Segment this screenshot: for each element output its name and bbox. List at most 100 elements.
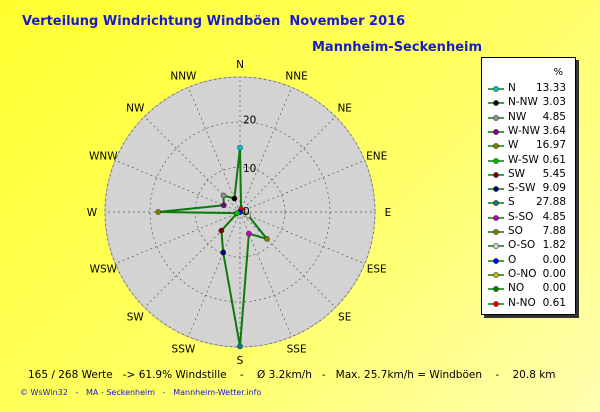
direction-label: WNW bbox=[89, 150, 118, 162]
legend-swatch bbox=[488, 286, 504, 293]
data-point bbox=[237, 144, 243, 151]
wind-series bbox=[155, 144, 270, 350]
legend-value: 0.00 bbox=[542, 253, 566, 266]
legend-label: S bbox=[508, 196, 515, 209]
direction-label: NNE bbox=[285, 70, 307, 82]
legend-item: O 0.00 bbox=[482, 254, 575, 268]
legend-value: 4.85 bbox=[542, 210, 566, 223]
legend-item: S 27.88 bbox=[482, 196, 575, 210]
legend-item: SO 7.88 bbox=[482, 225, 575, 239]
ring-label: 20 bbox=[243, 115, 256, 127]
legend-swatch bbox=[488, 186, 504, 192]
ring-label-zero: 0 bbox=[243, 206, 250, 218]
legend-item: W-NW 3.64 bbox=[482, 125, 575, 139]
legend-label: O-SO bbox=[508, 239, 536, 252]
direction-label: ENE bbox=[366, 150, 387, 162]
data-point bbox=[234, 210, 241, 216]
legend-swatch bbox=[488, 243, 504, 250]
legend-value: 0.61 bbox=[542, 296, 566, 309]
direction-label: SSE bbox=[287, 344, 307, 356]
legend-value: 1.82 bbox=[542, 239, 566, 252]
legend-label: SW bbox=[508, 167, 526, 180]
legend-label: N-NW bbox=[508, 96, 538, 109]
legend-unit: % bbox=[553, 67, 563, 78]
legend-value: 4.85 bbox=[542, 110, 566, 123]
legend: % N 13.33 N-NW 3.03 NW 4.85 W-NW 3.64 W 16.97 W-SW… bbox=[481, 57, 576, 315]
legend-swatch bbox=[488, 171, 504, 178]
data-point bbox=[245, 212, 251, 219]
legend-label: O-NO bbox=[508, 267, 537, 280]
direction-label: ESE bbox=[367, 264, 387, 276]
direction-labels: N NNE NE ENE E ESE SE SSE S SSW SW WSW W WNW NW NNW bbox=[87, 59, 392, 367]
legend-swatch bbox=[488, 229, 504, 235]
legend-item: NO 0.00 bbox=[482, 282, 575, 296]
legend-label: W bbox=[508, 139, 519, 152]
data-point bbox=[220, 249, 227, 256]
direction-label: E bbox=[385, 207, 392, 219]
data-point bbox=[220, 192, 227, 199]
legend-item: N 13.33 bbox=[482, 82, 575, 96]
ring-label: 10 bbox=[243, 163, 256, 175]
data-point bbox=[220, 202, 227, 209]
data-point bbox=[246, 230, 252, 237]
legend-label: S-SW bbox=[508, 182, 536, 195]
legend-value: 0.00 bbox=[542, 267, 566, 280]
footer-credit: © WsWin32 - MA - Seckenheim - Mannheim-W… bbox=[20, 388, 262, 397]
legend-label: O bbox=[508, 253, 517, 266]
direction-label: S bbox=[237, 355, 244, 367]
legend-swatch bbox=[488, 143, 504, 150]
legend-label: SO bbox=[508, 225, 523, 237]
legend-swatch bbox=[488, 271, 504, 278]
legend-value: 16.97 bbox=[535, 139, 566, 152]
legend-item: S-SO 4.85 bbox=[482, 211, 575, 225]
legend-value: 0.00 bbox=[542, 282, 566, 295]
legend-item: N-NW 3.03 bbox=[482, 96, 575, 110]
chart-title: Verteilung Windrichtung Windböen Novembe… bbox=[22, 14, 406, 29]
legend-item: O-SO 1.82 bbox=[482, 239, 575, 253]
legend-value: 13.33 bbox=[535, 82, 566, 94]
legend-swatch bbox=[488, 128, 504, 135]
direction-label: NW bbox=[126, 102, 145, 114]
legend-swatch bbox=[488, 257, 504, 264]
legend-value: 27.88 bbox=[535, 196, 566, 209]
legend-swatch bbox=[488, 114, 504, 121]
legend-item: W-SW 0.61 bbox=[482, 154, 575, 168]
legend-label: N bbox=[508, 82, 516, 94]
direction-label: N bbox=[236, 59, 244, 71]
legend-swatch bbox=[488, 100, 504, 107]
legend-label: S-SO bbox=[508, 210, 534, 223]
legend-swatch bbox=[488, 214, 504, 221]
legend-label: W-NW bbox=[508, 124, 540, 137]
data-point bbox=[155, 209, 162, 215]
station-name: Mannheim-Seckenheim bbox=[312, 40, 483, 55]
legend-item: N-NO 0.61 bbox=[482, 297, 575, 311]
direction-label: WSW bbox=[90, 264, 118, 276]
ring-labels: 10 20 0 bbox=[243, 115, 256, 218]
legend-label: N-NO bbox=[508, 296, 536, 309]
legend-item: NW 4.85 bbox=[482, 111, 575, 125]
legend-label: W-SW bbox=[508, 153, 539, 166]
footer-stats: 165 / 268 Werte -> 61.9% Windstille - Ø … bbox=[28, 369, 556, 381]
legend-value: 7.88 bbox=[542, 225, 566, 237]
direction-label: SSW bbox=[172, 344, 196, 356]
data-point bbox=[237, 343, 243, 350]
legend-swatch bbox=[488, 86, 504, 92]
direction-label: NE bbox=[337, 102, 352, 114]
legend-item: S-SW 9.09 bbox=[482, 182, 575, 196]
data-point bbox=[231, 195, 238, 202]
legend-swatch bbox=[488, 157, 504, 164]
legend-item: O-NO 0.00 bbox=[482, 268, 575, 282]
direction-label: W bbox=[87, 207, 98, 219]
data-point bbox=[264, 236, 270, 242]
legend-value: 9.09 bbox=[542, 182, 566, 195]
direction-label: SE bbox=[338, 312, 351, 324]
legend-item: W 16.97 bbox=[482, 139, 575, 153]
direction-label: SW bbox=[127, 312, 145, 324]
legend-value: 3.64 bbox=[542, 124, 566, 137]
legend-value: 5.45 bbox=[542, 167, 566, 180]
data-point bbox=[218, 227, 225, 234]
legend-value: 3.03 bbox=[542, 96, 566, 109]
legend-swatch bbox=[488, 200, 504, 207]
direction-label: NNW bbox=[170, 70, 197, 82]
